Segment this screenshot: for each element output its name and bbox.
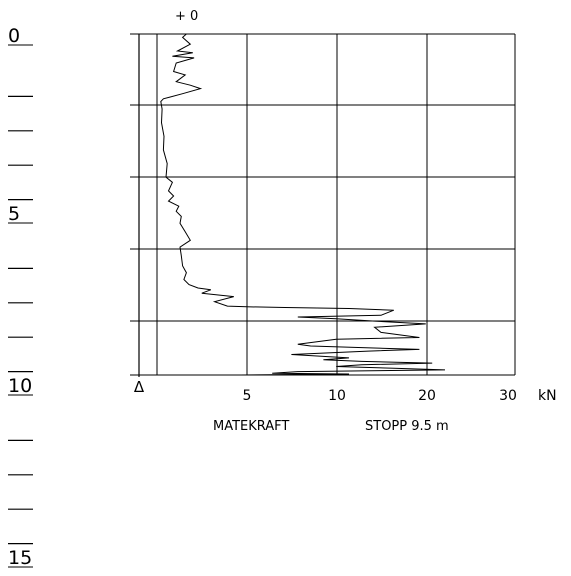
top-label: + 0 — [175, 9, 198, 24]
depth-axis: 0 5 10 15 — [8, 25, 33, 569]
force-tick-label: 30 — [499, 388, 517, 404]
force-tick-label: 5 — [243, 388, 252, 404]
reference-marker: Δ — [134, 378, 145, 396]
depth-label: 0 — [8, 25, 20, 47]
depth-label: 5 — [8, 203, 20, 225]
force-tick-label: 10 — [328, 388, 346, 404]
caption-matekraft: MATEKRAFT — [213, 419, 289, 434]
force-tick-label: 20 — [418, 388, 436, 404]
caption-stop-depth: STOPP 9.5 m — [365, 419, 449, 434]
depth-label: 15 — [8, 547, 32, 569]
force-axis-tick-labels: 5 10 20 30 — [243, 388, 517, 404]
force-axis-unit: kN — [538, 388, 557, 404]
depth-label: 10 — [8, 375, 32, 397]
plot-grid — [130, 33, 516, 376]
series-line — [160, 33, 446, 376]
